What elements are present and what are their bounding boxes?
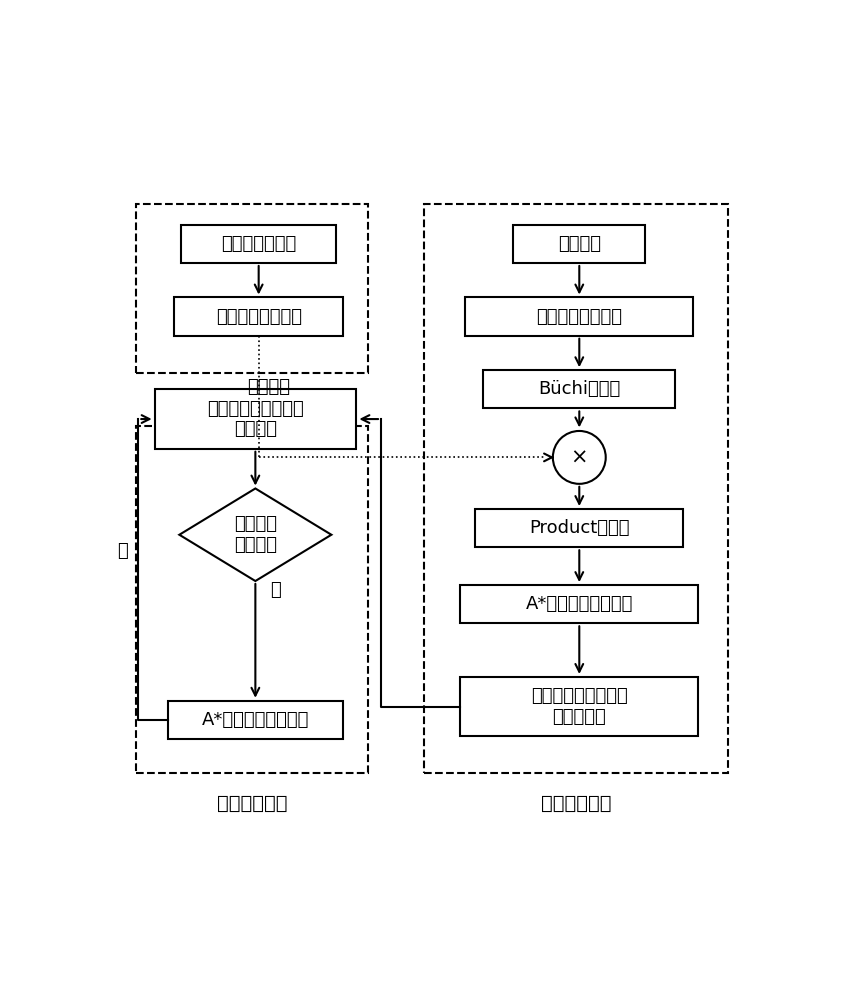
- Text: A*算法局部路径寻优: A*算法局部路径寻优: [201, 711, 308, 729]
- Text: 线性时序任务公式: 线性时序任务公式: [536, 308, 622, 326]
- Bar: [136, 204, 367, 373]
- Text: 将最优路径映射回加
权切换系统: 将最优路径映射回加 权切换系统: [530, 687, 627, 726]
- Text: 加权切换系统模型: 加权切换系统模型: [216, 308, 302, 326]
- Circle shape: [552, 431, 605, 484]
- Bar: [460, 677, 698, 736]
- Text: Büchi自动机: Büchi自动机: [538, 380, 619, 398]
- Bar: [174, 297, 343, 336]
- Text: 局部路径寻优: 局部路径寻优: [216, 794, 287, 813]
- Bar: [154, 389, 356, 449]
- Text: 机器人按照寻优所得
路径运行: 机器人按照寻优所得 路径运行: [207, 400, 303, 438]
- Polygon shape: [179, 488, 331, 581]
- Text: A*算法搜索最优路径: A*算法搜索最优路径: [525, 595, 632, 613]
- Text: 环境建模: 环境建模: [247, 378, 290, 396]
- Bar: [168, 701, 343, 739]
- Text: 环境是否
发生变化: 环境是否 发生变化: [233, 515, 277, 554]
- Text: ×: ×: [570, 447, 587, 467]
- Bar: [513, 225, 645, 263]
- Text: Product自动机: Product自动机: [528, 519, 629, 537]
- Bar: [181, 225, 336, 263]
- Text: 是: 是: [270, 581, 281, 599]
- Bar: [423, 204, 728, 773]
- Bar: [483, 370, 675, 408]
- Text: 全局路径寻优: 全局路径寻优: [540, 794, 611, 813]
- Bar: [464, 297, 693, 336]
- Text: 机器人运行环境: 机器人运行环境: [221, 235, 296, 253]
- Bar: [475, 509, 682, 547]
- Text: 任务需求: 任务需求: [557, 235, 600, 253]
- Text: 否: 否: [117, 542, 128, 560]
- Bar: [460, 585, 698, 623]
- Bar: [136, 426, 367, 773]
